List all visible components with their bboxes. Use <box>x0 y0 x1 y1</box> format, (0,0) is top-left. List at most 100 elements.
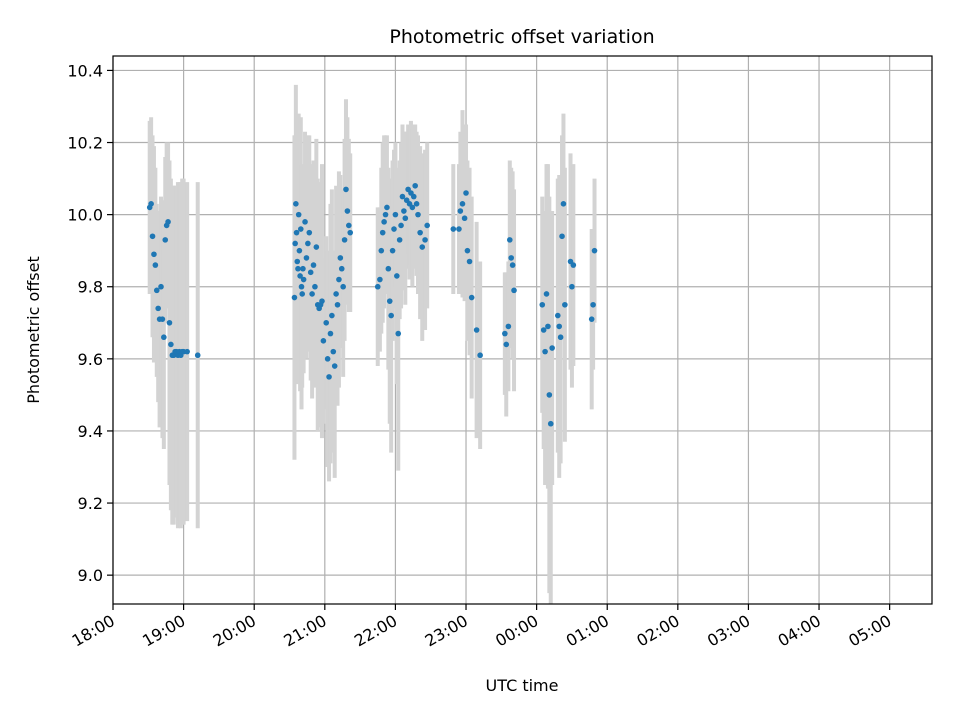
data-point <box>590 301 596 308</box>
data-point <box>461 215 468 222</box>
data-point <box>464 247 471 254</box>
y-tick-label: 10.0 <box>67 206 103 225</box>
data-point <box>331 363 338 369</box>
data-point <box>298 226 304 232</box>
data-point <box>330 348 337 355</box>
data-point <box>306 229 313 236</box>
data-point <box>385 265 392 272</box>
data-point <box>457 208 464 214</box>
data-point <box>546 392 553 398</box>
data-point <box>155 305 161 312</box>
data-point <box>305 240 311 247</box>
data-point <box>466 258 473 265</box>
data-point <box>300 265 306 272</box>
data-point <box>562 301 568 308</box>
data-point <box>374 283 381 290</box>
data-point <box>161 334 167 341</box>
data-point <box>384 204 390 211</box>
data-point <box>307 269 314 276</box>
y-tick-label: 9.0 <box>78 566 103 585</box>
data-point <box>477 352 483 359</box>
data-point <box>413 201 420 207</box>
y-tick-label: 9.8 <box>78 278 103 297</box>
data-point <box>336 276 342 283</box>
data-point <box>547 420 554 427</box>
y-tick-label: 9.4 <box>78 422 103 441</box>
data-point <box>295 211 302 218</box>
data-point <box>382 211 389 218</box>
data-point <box>459 201 466 207</box>
data-point <box>299 291 306 297</box>
data-point <box>463 190 469 196</box>
data-point <box>410 193 417 200</box>
data-point <box>294 258 301 265</box>
y-tick-label: 10.4 <box>67 61 103 80</box>
data-point <box>377 276 383 283</box>
data-point <box>310 262 317 268</box>
data-point <box>389 247 396 254</box>
data-point <box>392 211 399 218</box>
data-point <box>399 193 406 200</box>
data-point <box>381 219 387 225</box>
data-point <box>295 265 301 272</box>
data-point <box>168 341 174 348</box>
data-point <box>333 291 339 297</box>
data-point <box>557 334 564 341</box>
plot-frame <box>112 55 933 605</box>
data-point <box>502 330 508 337</box>
data-point <box>556 323 563 330</box>
data-point <box>539 301 546 308</box>
data-point <box>293 201 299 207</box>
data-point <box>415 211 421 218</box>
data-point <box>149 233 156 240</box>
data-point <box>545 323 551 330</box>
data-point <box>300 276 307 283</box>
data-point <box>386 298 393 304</box>
x-axis-label: UTC time <box>486 676 559 695</box>
data-point <box>378 247 385 254</box>
data-point <box>398 222 404 229</box>
data-point <box>327 330 334 337</box>
data-point <box>508 255 515 261</box>
data-point <box>303 255 310 261</box>
data-point <box>412 182 418 189</box>
data-point <box>194 352 201 359</box>
data-point <box>456 226 462 232</box>
data-point <box>396 237 403 243</box>
data-point <box>388 312 394 319</box>
data-point <box>158 283 164 290</box>
data-point <box>320 338 327 344</box>
data-point <box>326 374 332 380</box>
data-point <box>542 348 548 355</box>
data-point <box>324 356 331 362</box>
data-point <box>505 323 512 330</box>
data-point <box>394 273 400 279</box>
data-point <box>338 265 345 272</box>
data-point <box>401 208 407 214</box>
data-point <box>569 283 575 290</box>
data-point <box>422 237 428 243</box>
data-point <box>302 219 308 225</box>
data-point <box>591 247 598 254</box>
data-point <box>152 262 159 268</box>
data-point <box>379 229 386 236</box>
data-point <box>409 204 416 211</box>
data-point <box>560 201 567 207</box>
y-tick-label: 10.2 <box>67 134 103 153</box>
chart-title: Photometric offset variation <box>389 26 654 48</box>
data-point <box>292 240 298 247</box>
data-point <box>291 294 298 301</box>
data-point <box>153 287 160 294</box>
data-point <box>347 229 354 236</box>
data-point <box>343 186 349 193</box>
data-point <box>165 219 171 225</box>
data-point <box>329 312 335 319</box>
data-point <box>402 215 409 222</box>
data-point <box>346 222 352 229</box>
data-point <box>159 316 166 322</box>
grid-lines <box>112 56 932 604</box>
data-point <box>419 244 426 250</box>
data-point <box>468 294 475 301</box>
y-axis-label: Photometric offset <box>24 256 43 404</box>
